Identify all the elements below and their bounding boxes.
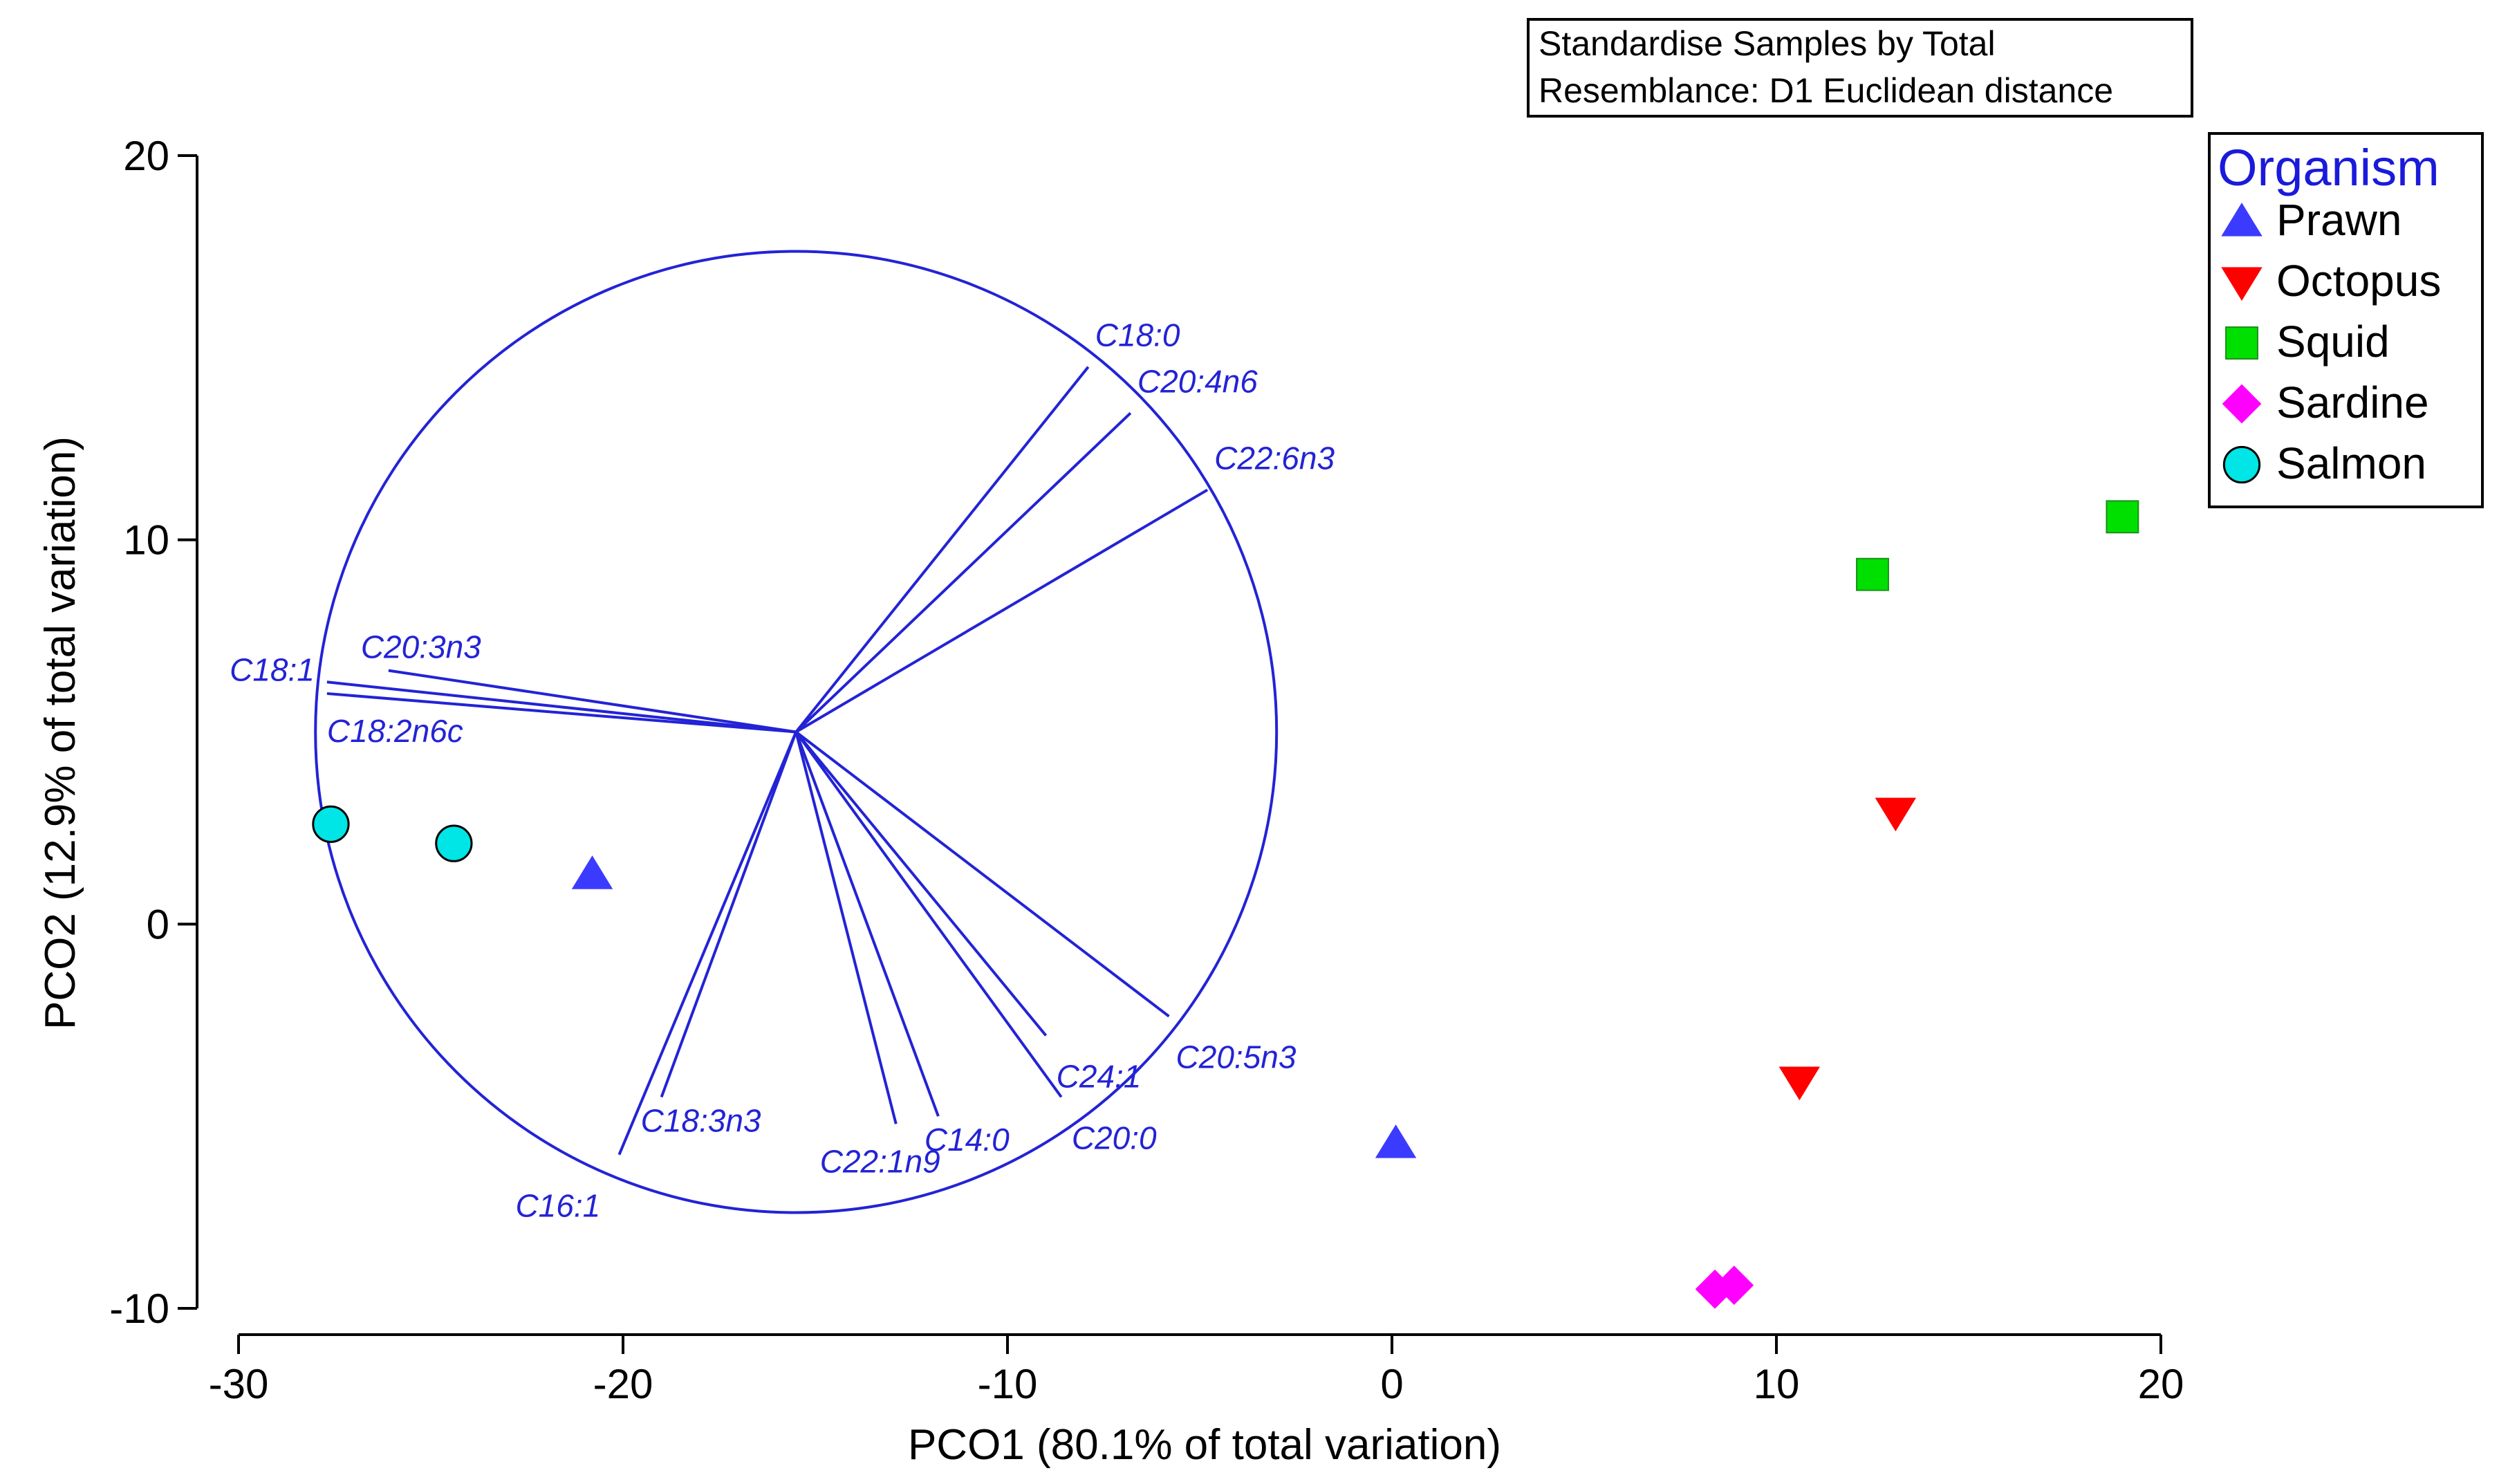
data-points: [312, 500, 2139, 1309]
legend-sardine-label: Sardine: [2276, 378, 2429, 427]
octopus-point: [1778, 1066, 1821, 1101]
vector-label: C14:0: [925, 1122, 1010, 1158]
y-tick-label: -10: [109, 1286, 169, 1332]
info-box: Standardise Samples by Total Resemblance…: [1527, 18, 2193, 118]
vector-label: C24:1: [1057, 1058, 1142, 1094]
info-box-frame: [1527, 18, 2193, 118]
vector-label: C18:3n3: [641, 1102, 761, 1138]
vector-line: [795, 488, 1209, 734]
salmon-point: [312, 805, 350, 844]
legend-items: Prawn Octopus Squid Sardine Salmon: [2221, 195, 2441, 488]
legend-title: Organism: [2218, 139, 2440, 196]
sardine-point: [1714, 1265, 1754, 1306]
y-axis-title: PCO2 (12.9% of total variation): [37, 436, 84, 1030]
octopus-point: [1875, 797, 1917, 832]
vector-group: C18:0 C20:4n6 C22:6n3 C18:1 C20:3n3 C18:2n6c C…: [230, 317, 1335, 1224]
x-tick-label: 10: [1754, 1361, 1800, 1407]
vector-line: [795, 730, 1170, 1018]
vector-label: C18:0: [1095, 317, 1180, 353]
legend-prawn-marker: [2221, 203, 2263, 236]
vector-label: C20:0: [1072, 1120, 1157, 1156]
x-tick-label: 20: [2138, 1361, 2184, 1407]
vector-label: C16:1: [515, 1188, 600, 1224]
legend-sardine-marker: [2222, 384, 2262, 424]
legend: Organism Prawn Octopus Squid Sardine Salmon: [2208, 132, 2484, 508]
correlation-circle-group: [314, 250, 1279, 1214]
vector-label: C20:4n6: [1137, 363, 1258, 399]
prawn-point: [571, 855, 613, 889]
vector-label: C20:5n3: [1176, 1039, 1297, 1075]
axes: -30 -20 -10 0 10 20 -10 0 10 20: [109, 133, 2184, 1407]
vector-label: C22:1n9: [820, 1143, 940, 1179]
legend-squid-label: Squid: [2276, 317, 2390, 367]
vector-line: [326, 692, 797, 734]
y-tick-label: 10: [123, 517, 169, 564]
legend-prawn-label: Prawn: [2276, 195, 2402, 245]
vector-label: C20:3n3: [361, 629, 481, 665]
vector-label: C22:6n3: [1214, 440, 1335, 476]
vector-label: C18:2n6c: [327, 713, 463, 749]
vector-line: [388, 669, 797, 734]
correlation-circle: [314, 250, 1279, 1214]
legend-octopus-label: Octopus: [2276, 256, 2441, 306]
vector-line: [795, 731, 1063, 1098]
x-axis-title: PCO1 (80.1% of total variation): [908, 1421, 1501, 1469]
x-tick-label: 0: [1380, 1361, 1403, 1407]
salmon-point: [435, 824, 473, 862]
vector-line: [795, 731, 940, 1117]
y-tick-label: 0: [147, 901, 169, 947]
prawn-point: [1375, 1124, 1417, 1158]
info-line-1: Standardise Samples by Total: [1539, 24, 1996, 63]
x-tick-label: -20: [593, 1361, 653, 1407]
legend-squid-marker: [2225, 326, 2258, 360]
squid-point: [1856, 557, 1889, 591]
legend-salmon-label: Salmon: [2276, 438, 2426, 488]
legend-frame: [2208, 132, 2484, 508]
info-line-2: Resemblance: D1 Euclidean distance: [1539, 71, 2113, 110]
legend-octopus-marker: [2221, 267, 2263, 301]
vector-line: [795, 366, 1090, 733]
vector-line: [617, 731, 798, 1156]
x-tick-label: -10: [978, 1361, 1038, 1407]
vector-line: [660, 731, 798, 1098]
x-tick-label: -30: [209, 1361, 269, 1407]
vector-line: [795, 731, 1048, 1037]
legend-salmon-marker: [2222, 445, 2261, 484]
vector-line: [795, 732, 898, 1124]
vector-label: C18:1: [230, 651, 315, 687]
vector-line: [326, 680, 797, 734]
y-tick-label: 20: [123, 133, 169, 179]
squid-point: [2106, 500, 2139, 534]
vector-line: [795, 411, 1132, 733]
